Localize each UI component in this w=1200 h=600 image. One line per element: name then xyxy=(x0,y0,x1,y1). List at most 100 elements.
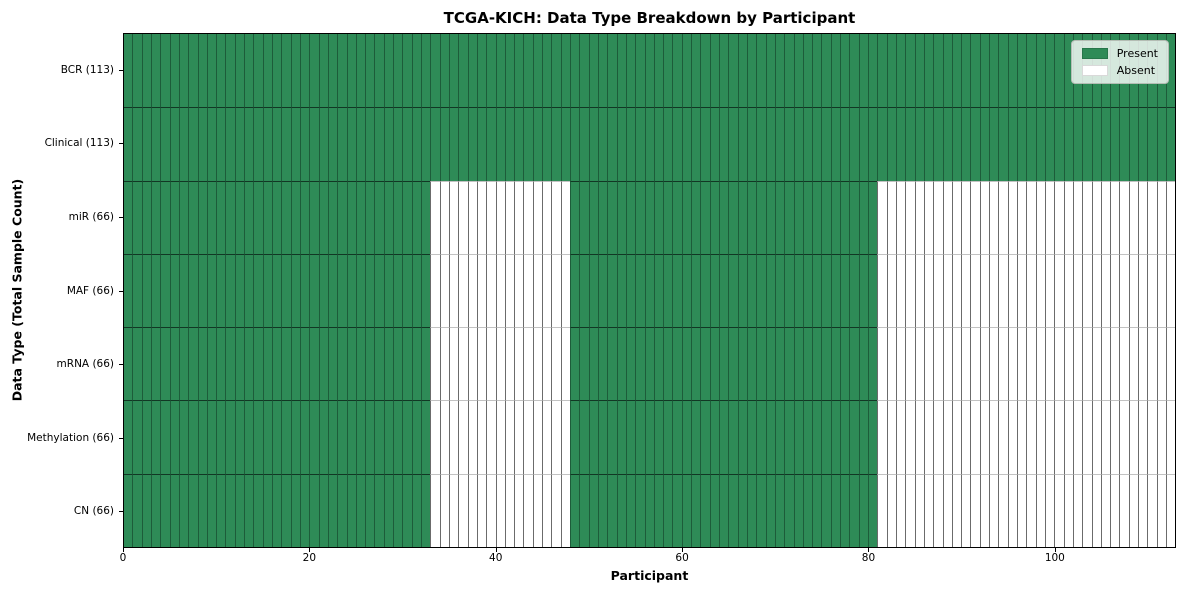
heatmap-cell xyxy=(998,253,1008,328)
heatmap-cell xyxy=(830,107,841,181)
heatmap-cell xyxy=(551,180,561,254)
heatmap-cell xyxy=(840,107,850,181)
heatmap-cell xyxy=(746,327,757,401)
heatmap-cell xyxy=(719,473,729,547)
heatmap-cell xyxy=(402,473,412,547)
heatmap-cell xyxy=(272,473,282,547)
heatmap-cell xyxy=(430,34,440,108)
heatmap-cell xyxy=(421,473,431,547)
heatmap-cell xyxy=(169,400,179,474)
heatmap-cell xyxy=(262,327,272,401)
heatmap-cell xyxy=(802,34,813,108)
heatmap-cell xyxy=(448,253,459,328)
heatmap-cell xyxy=(458,180,468,254)
heatmap-cell xyxy=(234,473,245,547)
heatmap-cell xyxy=(1110,473,1120,547)
heatmap-cell xyxy=(625,253,636,328)
heatmap-cell xyxy=(793,473,803,547)
heatmap-cell xyxy=(858,253,868,328)
heatmap-cell xyxy=(821,180,831,254)
heatmap-cell xyxy=(150,180,161,254)
heatmap-cell xyxy=(914,34,924,108)
heatmap-cell xyxy=(607,34,617,108)
heatmap-cell xyxy=(421,327,431,401)
heatmap-cell xyxy=(635,107,645,181)
heatmap-cell xyxy=(905,473,915,547)
heatmap-cell xyxy=(616,327,626,401)
heatmap-cell xyxy=(299,327,310,401)
heatmap-cell xyxy=(989,34,999,108)
heatmap-cell xyxy=(225,400,235,474)
heatmap-cell xyxy=(169,34,179,108)
heatmap-cell xyxy=(514,400,524,474)
heatmap-cell xyxy=(597,253,608,328)
heatmap-cell xyxy=(1035,253,1045,328)
heatmap-cell xyxy=(970,180,980,254)
heatmap-cell xyxy=(1091,180,1101,254)
heatmap-cell xyxy=(597,34,608,108)
heatmap-cell xyxy=(160,327,170,401)
heatmap-cell xyxy=(998,327,1008,401)
heatmap-cell xyxy=(458,400,468,474)
heatmap-cell xyxy=(1091,473,1101,547)
heatmap-cell xyxy=(495,34,505,108)
heatmap-cell xyxy=(1100,107,1111,181)
heatmap-cell xyxy=(225,473,235,547)
heatmap-cell xyxy=(756,327,766,401)
heatmap-cell xyxy=(327,327,338,401)
heatmap-grid xyxy=(124,34,1176,547)
heatmap-cell xyxy=(970,400,980,474)
heatmap-cell xyxy=(923,253,934,328)
heatmap-cell xyxy=(1017,473,1027,547)
heatmap-cell xyxy=(402,180,412,254)
heatmap-cell xyxy=(421,180,431,254)
heatmap-cell xyxy=(1017,107,1027,181)
heatmap-cell xyxy=(393,400,403,474)
heatmap-cell xyxy=(523,180,533,254)
heatmap-cell xyxy=(551,327,561,401)
heatmap-cell xyxy=(635,34,645,108)
heatmap-cell xyxy=(951,473,962,547)
heatmap-cell xyxy=(849,253,859,328)
heatmap-cell xyxy=(346,180,356,254)
heatmap-cell xyxy=(700,327,710,401)
heatmap-row-clinical xyxy=(124,107,1176,181)
heatmap-cell xyxy=(327,34,338,108)
heatmap-cell xyxy=(402,327,412,401)
heatmap-cell xyxy=(560,180,570,254)
heatmap-cell xyxy=(858,107,868,181)
heatmap-cell xyxy=(635,180,645,254)
heatmap-cell xyxy=(812,327,822,401)
heatmap-cell xyxy=(169,327,179,401)
heatmap-cell xyxy=(393,327,403,401)
heatmap-cell xyxy=(895,473,906,547)
heatmap-cell xyxy=(989,107,999,181)
heatmap-cell xyxy=(523,327,533,401)
heatmap-cell xyxy=(653,327,664,401)
heatmap-cell xyxy=(504,327,515,401)
heatmap-cell xyxy=(784,400,794,474)
heatmap-cell xyxy=(1026,473,1036,547)
heatmap-cell xyxy=(588,34,598,108)
heatmap-cell xyxy=(1110,400,1120,474)
heatmap-cell xyxy=(141,253,151,328)
heatmap-cell xyxy=(989,400,999,474)
heatmap-cell xyxy=(858,327,868,401)
heatmap-cell xyxy=(579,400,589,474)
heatmap-cell xyxy=(383,107,394,181)
heatmap-cell xyxy=(681,400,692,474)
heatmap-cell xyxy=(709,107,719,181)
heatmap-cell xyxy=(542,400,552,474)
heatmap-cell xyxy=(1100,400,1111,474)
heatmap-cell xyxy=(1054,473,1064,547)
heatmap-cell xyxy=(737,34,747,108)
heatmap-row-mir xyxy=(124,180,1176,254)
heatmap-cell xyxy=(1017,253,1027,328)
heatmap-cell xyxy=(737,400,747,474)
heatmap-cell xyxy=(933,107,943,181)
x-tick-label: 40 xyxy=(489,552,503,564)
heatmap-cell xyxy=(895,180,906,254)
heatmap-cell xyxy=(1035,180,1045,254)
heatmap-cell xyxy=(709,180,719,254)
heatmap-cell xyxy=(905,180,915,254)
